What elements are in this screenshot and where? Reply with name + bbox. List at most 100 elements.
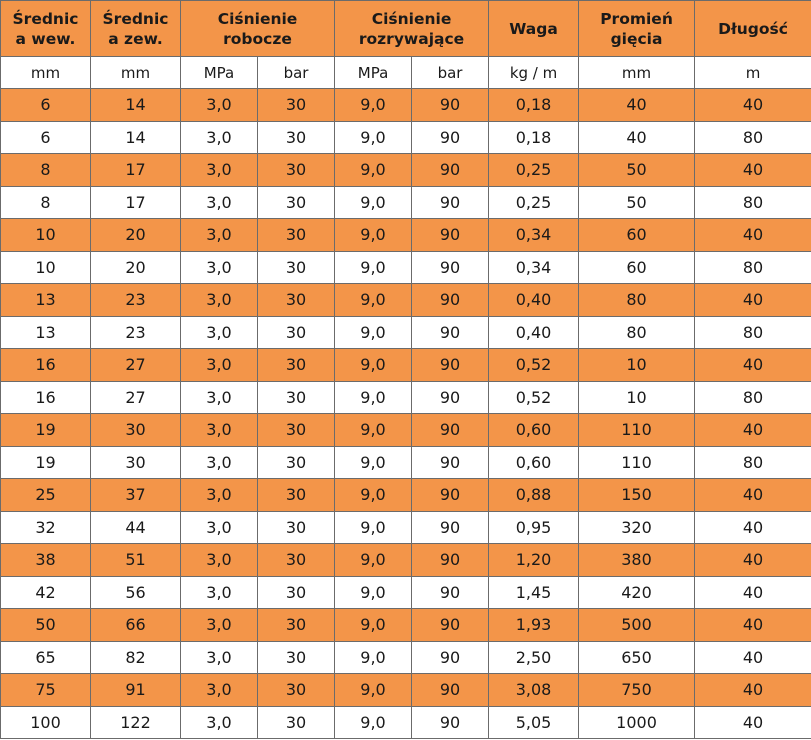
table-cell: 3,0 bbox=[180, 185, 258, 219]
table-cell: 9,0 bbox=[334, 575, 413, 609]
table-cell: 30 bbox=[256, 510, 336, 544]
table-cell: 0,60 bbox=[488, 445, 580, 479]
table-row: 38 51 3,0 30 9,0 90 1,20 380 40 bbox=[0, 543, 811, 577]
table-cell: 80 bbox=[578, 315, 696, 349]
table-cell: 10 bbox=[0, 218, 91, 252]
table-cell: 110 bbox=[578, 413, 696, 447]
table-cell: 40 bbox=[578, 120, 696, 154]
table-cell: 9,0 bbox=[334, 250, 413, 284]
table-cell: 90 bbox=[411, 315, 490, 349]
table-cell: 3,0 bbox=[180, 543, 258, 577]
table-cell: 30 bbox=[90, 413, 181, 447]
table-cell: 80 bbox=[694, 315, 811, 349]
table-cell: 25 bbox=[0, 478, 91, 512]
table-cell: 30 bbox=[256, 120, 336, 154]
table-cell: 90 bbox=[411, 575, 490, 609]
table-cell: 90 bbox=[411, 348, 490, 382]
table-cell: 14 bbox=[90, 120, 181, 154]
table-cell: 90 bbox=[411, 510, 490, 544]
table-cell: 40 bbox=[694, 348, 811, 382]
table-cell: 40 bbox=[694, 608, 811, 642]
table-cell: 9,0 bbox=[334, 705, 413, 739]
table-cell: 3,0 bbox=[180, 575, 258, 609]
table-cell: 10 bbox=[0, 250, 91, 284]
table-cell: 0,60 bbox=[488, 413, 580, 447]
table-cell: 16 bbox=[0, 380, 91, 414]
table-cell: 1000 bbox=[578, 705, 696, 739]
table-cell: 50 bbox=[578, 153, 696, 187]
table-cell: 23 bbox=[90, 315, 181, 349]
table-cell: 90 bbox=[411, 153, 490, 187]
table-cell: 90 bbox=[411, 380, 490, 414]
header-bend-radius: Promień gięcia bbox=[578, 0, 696, 57]
table-cell: 1,20 bbox=[488, 543, 580, 577]
table-cell: 30 bbox=[90, 445, 181, 479]
table-cell: 9,0 bbox=[334, 218, 413, 252]
table-row: 16 27 3,0 30 9,0 90 0,52 10 40 bbox=[0, 348, 811, 382]
table-row: 8 17 3,0 30 9,0 90 0,25 50 40 bbox=[0, 153, 811, 187]
table-cell: 0,25 bbox=[488, 185, 580, 219]
table-row: 13 23 3,0 30 9,0 90 0,40 80 80 bbox=[0, 315, 811, 349]
table-cell: 90 bbox=[411, 640, 490, 674]
table-body: 6 14 3,0 30 9,0 90 0,18 40 40 6 14 3,0 30 9,0 90 0,18 40… bbox=[0, 88, 811, 739]
table-cell: 90 bbox=[411, 218, 490, 252]
header-working-pressure: Ciśnienie robocze bbox=[179, 0, 336, 57]
table-cell: 9,0 bbox=[334, 153, 413, 187]
table-cell: 16 bbox=[0, 348, 91, 382]
unit-cell: m bbox=[694, 56, 811, 89]
table-cell: 30 bbox=[256, 608, 336, 642]
table-cell: 380 bbox=[578, 543, 696, 577]
table-cell: 0,40 bbox=[488, 315, 580, 349]
table-cell: 6 bbox=[0, 120, 91, 154]
table-cell: 40 bbox=[694, 413, 811, 447]
table-cell: 3,0 bbox=[180, 218, 258, 252]
unit-cell: bar bbox=[411, 56, 490, 89]
table-cell: 9,0 bbox=[334, 380, 413, 414]
table-cell: 9,0 bbox=[334, 543, 413, 577]
table-row: 13 23 3,0 30 9,0 90 0,40 80 40 bbox=[0, 283, 811, 317]
table-cell: 1,45 bbox=[488, 575, 580, 609]
table-row: 100 122 3,0 30 9,0 90 5,05 1000 40 bbox=[0, 705, 811, 739]
table-cell: 122 bbox=[90, 705, 181, 739]
table-cell: 19 bbox=[0, 445, 91, 479]
table-cell: 20 bbox=[90, 250, 181, 284]
units-row: mm mm MPa bar MPa bar kg / m mm m bbox=[0, 56, 811, 89]
table-row: 32 44 3,0 30 9,0 90 0,95 320 40 bbox=[0, 510, 811, 544]
table-cell: 30 bbox=[256, 413, 336, 447]
table-cell: 80 bbox=[694, 185, 811, 219]
table-cell: 66 bbox=[90, 608, 181, 642]
table-cell: 30 bbox=[256, 218, 336, 252]
table-cell: 30 bbox=[256, 250, 336, 284]
table-cell: 5,05 bbox=[488, 705, 580, 739]
table-cell: 3,0 bbox=[180, 153, 258, 187]
table-cell: 320 bbox=[578, 510, 696, 544]
table-cell: 50 bbox=[0, 608, 91, 642]
table-cell: 90 bbox=[411, 608, 490, 642]
table-cell: 80 bbox=[694, 120, 811, 154]
table-cell: 30 bbox=[256, 283, 336, 317]
unit-cell: mm bbox=[578, 56, 696, 89]
table-cell: 19 bbox=[0, 413, 91, 447]
table-cell: 9,0 bbox=[334, 510, 413, 544]
table-cell: 1,93 bbox=[488, 608, 580, 642]
table-cell: 10 bbox=[578, 380, 696, 414]
table-cell: 40 bbox=[694, 673, 811, 707]
table-cell: 90 bbox=[411, 543, 490, 577]
table-cell: 40 bbox=[694, 218, 811, 252]
table-cell: 30 bbox=[256, 380, 336, 414]
table-cell: 30 bbox=[256, 445, 336, 479]
table-cell: 3,0 bbox=[180, 315, 258, 349]
table-cell: 9,0 bbox=[334, 185, 413, 219]
table-cell: 3,0 bbox=[180, 510, 258, 544]
unit-cell: bar bbox=[256, 56, 336, 89]
table-cell: 9,0 bbox=[334, 348, 413, 382]
table-cell: 30 bbox=[256, 153, 336, 187]
header-row: Średnic a wew. Średnic a zew. Ciśnienie rob… bbox=[0, 0, 811, 57]
table-cell: 40 bbox=[694, 283, 811, 317]
table-row: 10 20 3,0 30 9,0 90 0,34 60 80 bbox=[0, 250, 811, 284]
table-cell: 17 bbox=[90, 153, 181, 187]
table-cell: 0,52 bbox=[488, 380, 580, 414]
table-cell: 90 bbox=[411, 705, 490, 739]
table-cell: 30 bbox=[256, 575, 336, 609]
